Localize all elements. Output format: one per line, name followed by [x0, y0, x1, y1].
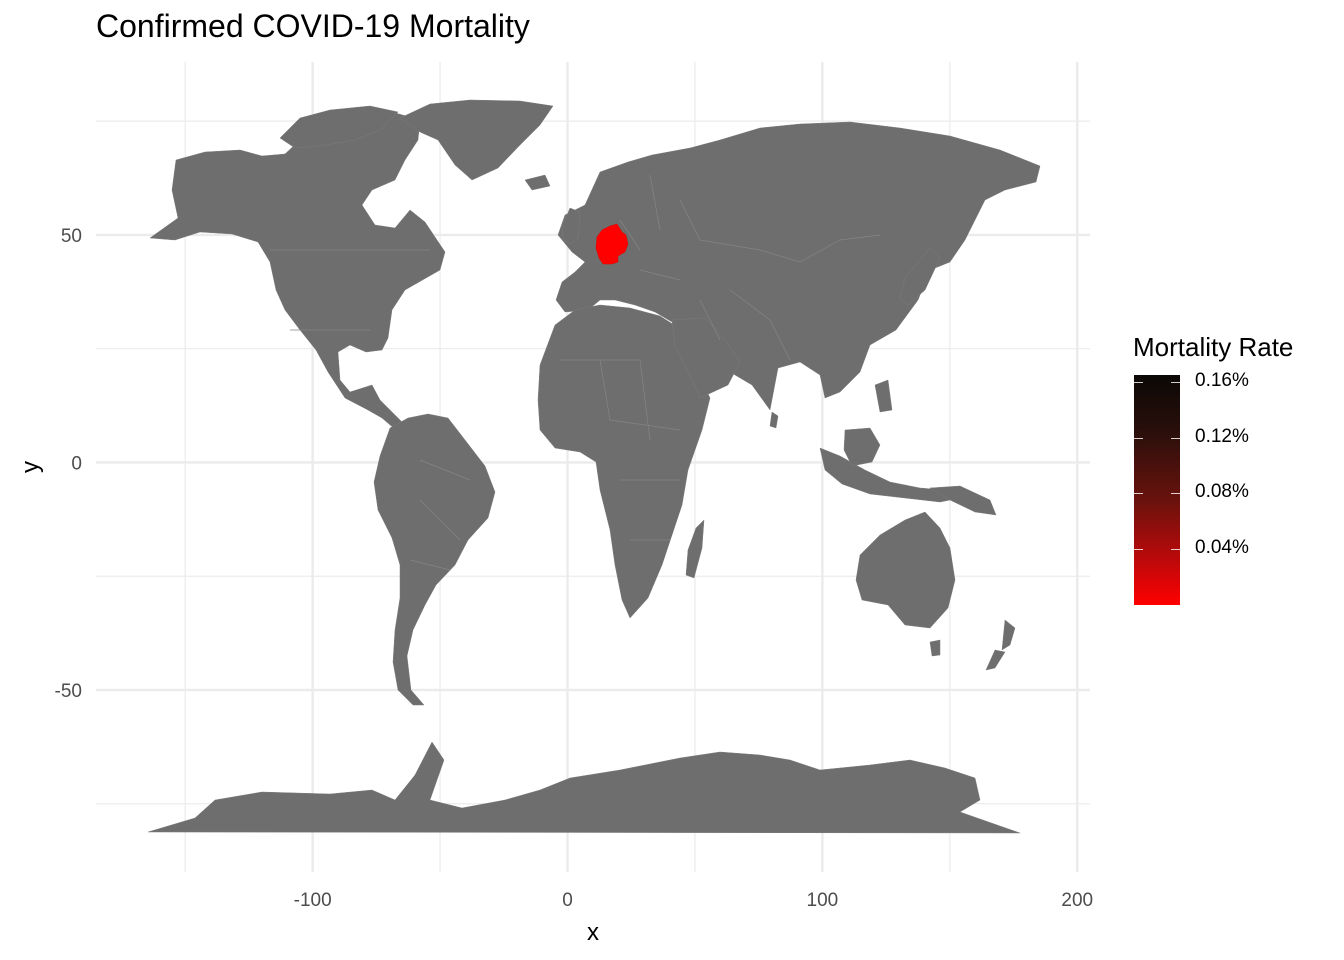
legend-tick-mark [1171, 493, 1180, 495]
x-tick-label: -100 [294, 890, 332, 911]
land-greenland[interactable] [399, 99, 554, 181]
land-eurasia[interactable] [555, 121, 1041, 411]
legend-tick-mark [1134, 549, 1143, 551]
legend-tick-label: 0.08% [1195, 481, 1249, 503]
land-new-zealand[interactable] [985, 619, 1016, 671]
land-madagascar[interactable] [685, 519, 705, 579]
land-japan[interactable] [899, 247, 941, 306]
legend-title: Mortality Rate [1133, 332, 1294, 362]
border-lines-africa [560, 359, 681, 541]
y-axis-ticks: -50 0 50 [55, 226, 82, 702]
land-new-guinea[interactable] [929, 485, 997, 516]
legend-tick-mark [1134, 493, 1143, 495]
land-british-isles[interactable] [561, 207, 581, 245]
country-germany[interactable] [595, 223, 629, 265]
legend-tick-mark [1171, 381, 1180, 383]
x-tick-label: 100 [807, 890, 839, 911]
land-iceland[interactable] [524, 174, 551, 191]
country-borders [270, 174, 881, 571]
legend-tick-label: 0.16% [1195, 369, 1249, 391]
land-antarctica[interactable] [147, 741, 1021, 834]
legend-colorbar [1134, 375, 1180, 605]
x-tick-label: 200 [1061, 890, 1093, 911]
land-australia[interactable] [855, 511, 956, 629]
legend-tick-mark [1134, 381, 1143, 383]
legend-tick-mark [1171, 437, 1180, 439]
y-tick-label: 0 [71, 453, 82, 474]
land-south-america[interactable] [373, 413, 496, 706]
land-arctic-islands[interactable] [279, 105, 399, 149]
legend-tick-label: 0.12% [1195, 425, 1249, 447]
land-masses [147, 99, 1041, 834]
legend-tick-mark [1134, 437, 1143, 439]
x-tick-label: 0 [562, 890, 573, 911]
page-title: Confirmed COVID-19 Mortality [96, 8, 530, 44]
y-tick-label: -50 [55, 681, 82, 702]
x-axis-title: x [587, 919, 599, 946]
land-arabia[interactable] [671, 317, 741, 399]
border-lines-europe-asia [619, 174, 881, 361]
land-tasmania[interactable] [929, 639, 941, 657]
border-lines-americas [270, 249, 471, 571]
land-philippines-borneo[interactable] [843, 379, 893, 467]
y-tick-label: 50 [61, 226, 82, 247]
legend-tick-mark [1171, 549, 1180, 551]
x-axis-ticks: -100 0 100 200 [294, 890, 1093, 911]
y-axis-title: y [17, 461, 44, 473]
land-sri-lanka[interactable] [769, 411, 779, 429]
legend-tick-label: 0.04% [1195, 537, 1249, 559]
